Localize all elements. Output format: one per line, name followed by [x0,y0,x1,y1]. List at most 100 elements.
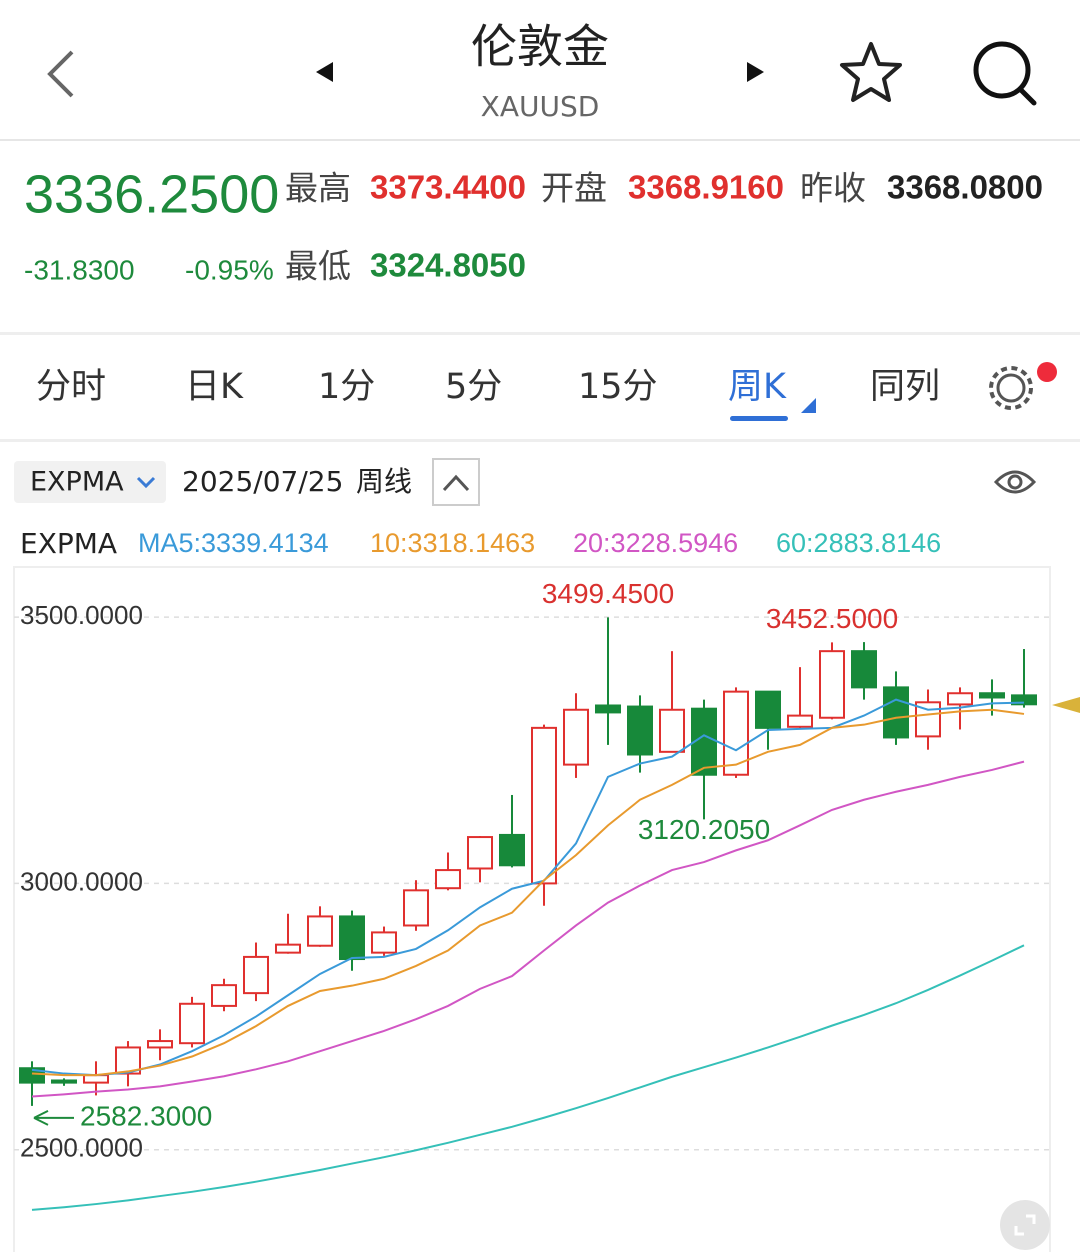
divider [0,332,1080,335]
back-button[interactable] [47,50,74,98]
candle [307,906,333,947]
candle [243,942,269,1002]
search-button[interactable] [973,41,1037,106]
y-tick-label: 3000.0000 [20,866,143,896]
tab-label: 分时 [36,367,106,407]
quote-label: 最低 [285,247,351,286]
candle-body [595,704,621,714]
legend-name: MA5: [138,528,201,558]
candle [1011,649,1037,708]
quote-value: 3368.9160 [628,169,784,206]
prev-symbol[interactable] [316,62,333,82]
candle-body [83,1074,109,1084]
change-percent: -0.95% [185,254,274,285]
candle-body [179,1002,205,1045]
legend-entry: 20:3228.5946 [573,528,738,558]
candle-body [51,1079,77,1084]
candle-body [467,836,493,870]
candle [467,835,493,883]
quote-value: 3368.0800 [887,169,1043,206]
candle [211,978,237,1012]
annotation-label: 3120.2050 [638,814,770,845]
annotation-arrow [33,1109,74,1126]
eye-icon [993,470,1037,494]
search-icon [1017,86,1037,106]
candle-body [1011,694,1037,706]
symbol: XAUUSD [481,90,600,123]
period-tab[interactable]: 15分 [578,367,658,407]
period-tab[interactable]: 5分 [445,367,502,407]
candle [595,617,621,745]
candle-body [307,915,333,947]
candle-body [627,705,653,756]
visibility-button[interactable] [993,470,1037,494]
annotation-label: 3499.4500 [542,578,674,609]
candle [275,913,301,954]
candle [627,695,653,773]
candle-body [755,690,781,729]
tab-menu-icon [801,398,816,413]
period-tab[interactable]: 分时 [36,367,106,407]
legend-value: 2883.8146 [814,528,942,558]
period-tabs: 分时 日K 1分 5分 15分 周K 同列 [36,367,940,421]
candle-body [851,650,877,689]
divider [0,139,1080,141]
quote-label: 开盘 [541,169,607,208]
period-tab[interactable]: 1分 [318,367,375,407]
candle-body [371,931,397,954]
legend-value: 3318.1463 [408,528,536,558]
y-tick-label: 2500.0000 [20,1133,143,1163]
period-tab[interactable]: 同列 [870,367,940,407]
indicator-select[interactable] [14,461,166,503]
favorite-button[interactable] [840,42,902,102]
fullscreen-icon [1000,1200,1050,1250]
candle [659,651,685,753]
period-tab[interactable]: 日K [185,367,244,407]
chart: 3500.0000 3000.0000 2500.0000 3499.4500 3452… [14,578,1050,1211]
candle [403,880,429,931]
legend-entry: 60:2883.8146 [776,528,941,558]
candle-body [659,708,685,753]
candle [147,1029,173,1061]
settings-button[interactable] [989,362,1057,410]
quote-label: 最高 [285,169,351,208]
bar-period: 周线 [356,465,412,498]
candle [563,693,589,778]
divider [0,439,1080,442]
quote-value: 3324.8050 [370,247,526,284]
next-symbol[interactable] [747,62,764,82]
candle [179,996,205,1048]
candle-body [563,708,589,766]
last-price: 3336.2500 [24,164,279,224]
period-tab[interactable]: 周K [728,367,816,421]
tab-label: 15分 [578,367,658,407]
candle-body [19,1067,45,1084]
collapse-button[interactable] [432,458,480,506]
tab-label: 同列 [870,367,940,407]
candle [787,667,813,730]
quote-label: 昨收 [800,169,866,208]
legend-value: 3228.5946 [611,528,739,558]
ma-line [31,760,1025,1098]
price-pointer [1052,697,1080,713]
tab-label: 周K [728,367,787,407]
fullscreen-button[interactable] [1000,1200,1050,1250]
annotation-label: 2582.3000 [80,1100,212,1131]
candle-body [499,833,525,867]
eye-icon [1007,474,1023,490]
candle [755,690,781,750]
candle-body [211,984,237,1007]
candle [19,1061,45,1106]
candle-body [883,686,909,739]
candle [531,724,557,906]
candle-body [531,726,557,885]
gear-icon [989,366,1033,410]
candle-body [979,692,1005,699]
ma-line [31,944,1025,1211]
quote-items: 最高 3373.4400 开盘 3368.9160 昨收 3368.0800 最低 3324.… [285,169,1043,286]
quote-value: 3373.4400 [370,169,526,206]
candle-body [787,714,813,728]
search-icon [973,41,1031,99]
tab-label: 5分 [445,367,502,407]
